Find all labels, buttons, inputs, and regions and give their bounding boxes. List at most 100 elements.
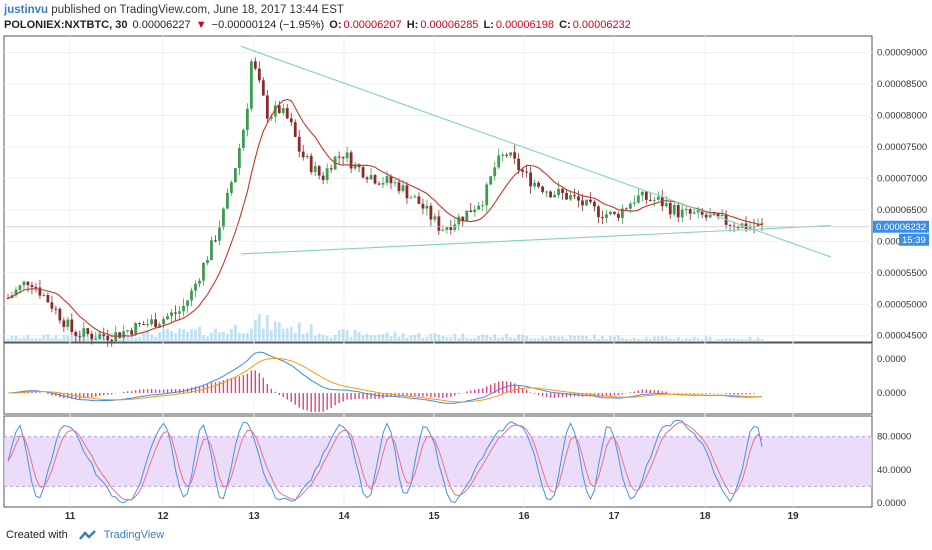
volume-bar bbox=[245, 332, 249, 342]
volume-bar bbox=[313, 335, 317, 342]
volume-bar bbox=[281, 328, 285, 342]
candle-body bbox=[461, 216, 465, 222]
volume-bars bbox=[6, 313, 764, 342]
candle-body bbox=[301, 151, 305, 158]
volume-bar bbox=[202, 335, 205, 342]
x-tick-label: 13 bbox=[248, 511, 260, 522]
volume-bar bbox=[660, 335, 664, 342]
candle-body bbox=[253, 61, 257, 69]
candle-body bbox=[644, 191, 648, 200]
candle-body bbox=[329, 168, 333, 170]
volume-bar bbox=[700, 339, 704, 342]
volume-bar bbox=[644, 336, 648, 342]
candle-body bbox=[628, 203, 632, 209]
volume-bar bbox=[210, 332, 213, 342]
volume-bar bbox=[704, 336, 708, 342]
candle-body bbox=[289, 118, 293, 123]
volume-bar bbox=[465, 337, 469, 342]
last-price-badge bbox=[873, 220, 929, 233]
volume-bar bbox=[345, 329, 349, 342]
candle-body bbox=[469, 210, 473, 213]
candle-body bbox=[676, 205, 680, 218]
volume-bar bbox=[218, 332, 221, 342]
tradingview-brand[interactable]: TradingView bbox=[103, 529, 165, 541]
volume-bar bbox=[237, 332, 241, 342]
candle-body bbox=[202, 262, 205, 281]
volume-bar bbox=[22, 337, 26, 342]
candle-body bbox=[94, 338, 98, 340]
candle-body bbox=[597, 206, 600, 218]
candle-body bbox=[537, 182, 540, 187]
close-label: C: bbox=[559, 19, 571, 31]
volume-bar bbox=[14, 336, 18, 342]
volume-bar bbox=[684, 338, 688, 342]
candle-body bbox=[736, 227, 740, 229]
candle-body bbox=[425, 205, 429, 209]
low-label: L: bbox=[483, 19, 494, 31]
volume-bar bbox=[541, 336, 544, 342]
candle-body bbox=[473, 209, 477, 213]
candle-body bbox=[636, 195, 640, 203]
candle-body bbox=[545, 191, 548, 193]
candle-body bbox=[174, 312, 177, 314]
candle-body bbox=[381, 183, 385, 185]
volume-bar bbox=[672, 339, 676, 342]
volume-bar bbox=[50, 337, 54, 342]
x-tick-label: 12 bbox=[157, 511, 169, 522]
volume-bar bbox=[381, 334, 385, 342]
volume-bar bbox=[130, 335, 134, 342]
candle-body bbox=[365, 177, 369, 180]
candle-body bbox=[696, 209, 700, 213]
candle-body bbox=[716, 212, 720, 217]
volume-bar bbox=[146, 329, 150, 342]
candle-body bbox=[54, 308, 58, 310]
overlay-lines bbox=[4, 45, 872, 337]
candle-body bbox=[377, 183, 381, 185]
volume-bar bbox=[150, 334, 154, 342]
trendline bbox=[240, 45, 832, 258]
candle-body bbox=[609, 211, 612, 215]
candle-body bbox=[708, 215, 712, 218]
candle-body bbox=[277, 105, 281, 113]
volume-bar bbox=[385, 332, 389, 342]
volume-bar bbox=[497, 337, 501, 342]
candle-body bbox=[273, 105, 277, 117]
author-name[interactable]: justinvu bbox=[4, 4, 49, 16]
low-value: 0.00006198 bbox=[495, 19, 555, 31]
volume-bar bbox=[393, 331, 397, 342]
volume-bar bbox=[138, 336, 142, 342]
volume-bar bbox=[182, 329, 185, 342]
volume-bar bbox=[361, 335, 365, 342]
candle-body bbox=[182, 305, 185, 312]
volume-bar bbox=[166, 329, 169, 342]
candle-body bbox=[557, 188, 560, 195]
candle-body bbox=[118, 332, 122, 338]
candle-body bbox=[30, 285, 34, 287]
volume-bar bbox=[680, 339, 684, 342]
candle-body bbox=[529, 172, 533, 187]
candle-body bbox=[62, 320, 66, 327]
candle-body bbox=[345, 152, 349, 159]
change-arrow-icon: ▼ bbox=[195, 19, 207, 31]
volume-bar bbox=[740, 339, 744, 342]
volume-bar bbox=[756, 337, 760, 342]
volume-bar bbox=[305, 332, 309, 342]
candle-body bbox=[337, 156, 341, 158]
candle-body bbox=[589, 199, 592, 202]
candle-body bbox=[493, 167, 497, 177]
candle-body bbox=[178, 311, 181, 314]
candle-body bbox=[748, 226, 752, 229]
candle-body bbox=[34, 286, 38, 288]
volume-bar bbox=[397, 336, 401, 342]
axes: 11 12 13 14 15 16 17 18 19 0.00009000 0.00008500 0.… bbox=[65, 48, 929, 522]
close-value: 0.00006232 bbox=[572, 19, 631, 31]
volume-bar bbox=[26, 334, 30, 342]
candle-body bbox=[616, 213, 620, 218]
candle-body bbox=[513, 152, 517, 159]
volume-bar bbox=[573, 335, 576, 342]
volume-bar bbox=[222, 331, 225, 342]
candle-body bbox=[680, 209, 684, 218]
candle-body bbox=[405, 185, 409, 199]
candle-body bbox=[138, 323, 142, 325]
